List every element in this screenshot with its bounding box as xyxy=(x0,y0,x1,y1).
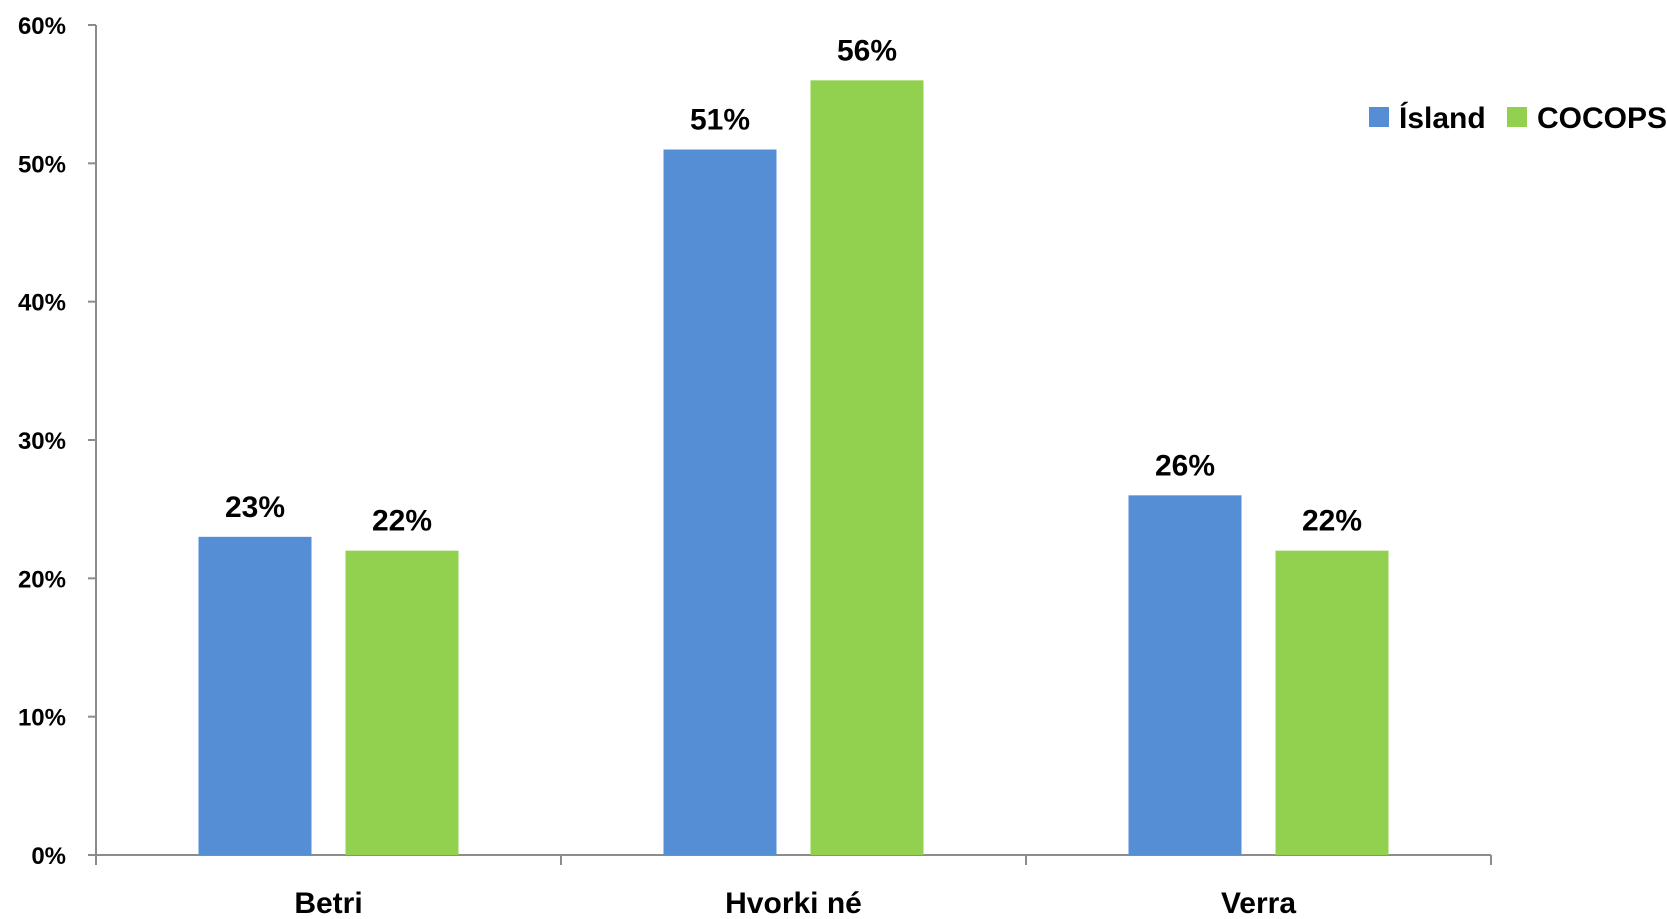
y-tick-label: 30% xyxy=(18,428,66,455)
y-tick-label: 60% xyxy=(18,13,66,40)
y-tick-label: 50% xyxy=(18,151,66,178)
data-label: 22% xyxy=(372,505,432,538)
x-category-label: Verra xyxy=(1221,887,1296,919)
data-labels: 23% 22% 51% 56% 26% 22% xyxy=(225,34,1362,537)
bar xyxy=(663,149,777,855)
y-tick-label: 0% xyxy=(31,843,66,870)
data-label: 22% xyxy=(1302,505,1362,538)
y-axis: 0% 10% 20% 30% 40% 50% 60% xyxy=(18,13,97,870)
y-tick-label: 10% xyxy=(18,705,66,732)
data-label: 26% xyxy=(1155,449,1215,482)
legend-swatch xyxy=(1369,107,1389,127)
bar xyxy=(810,80,924,856)
bar xyxy=(1275,550,1389,855)
bar xyxy=(198,536,312,855)
y-tick-label: 40% xyxy=(18,290,66,317)
bars xyxy=(198,80,1389,856)
x-axis: Betri Hvorki né Verra xyxy=(95,854,1492,919)
legend-swatch xyxy=(1507,107,1527,127)
bar xyxy=(1128,495,1242,855)
legend-label: Ísland xyxy=(1399,101,1486,135)
bar xyxy=(345,550,459,855)
legend: Ísland COCOPS xyxy=(1369,101,1667,135)
y-tick-label: 20% xyxy=(18,566,66,593)
data-label: 56% xyxy=(837,34,897,67)
legend-label: COCOPS xyxy=(1537,102,1667,135)
data-label: 23% xyxy=(225,491,285,524)
x-category-label: Hvorki né xyxy=(725,887,862,919)
x-category-label: Betri xyxy=(294,887,362,919)
data-label: 51% xyxy=(690,104,750,137)
